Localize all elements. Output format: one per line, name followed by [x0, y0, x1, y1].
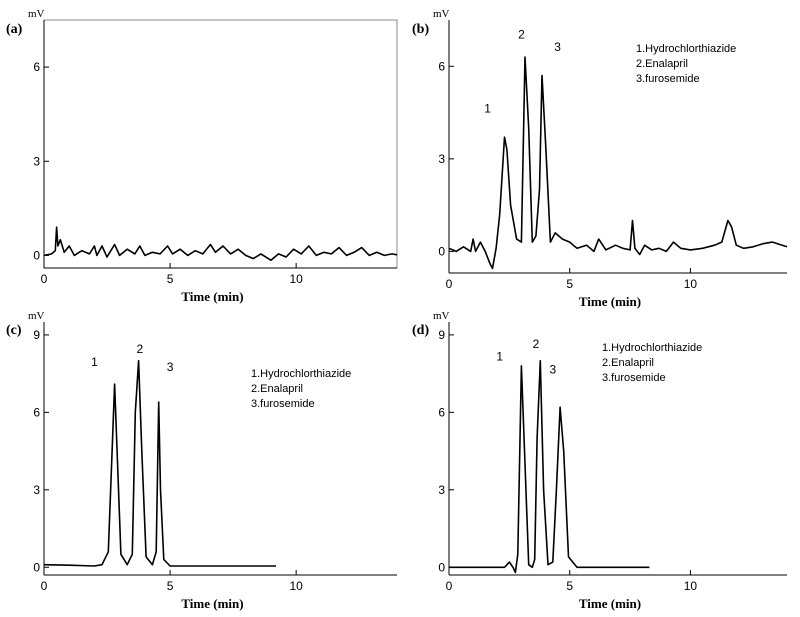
legend-entry: 3.furosemide [251, 398, 315, 410]
peak-label: 3 [167, 360, 174, 374]
x-tick-label: 0 [446, 277, 453, 291]
legend-entry: 1.Hydrochlorthiazide [251, 368, 351, 380]
peak-label: 1 [496, 350, 503, 364]
y-axis-unit-label: mV [433, 8, 450, 20]
y-tick-label: 0 [33, 560, 40, 574]
peak-label: 1 [91, 355, 98, 369]
peak-label: 2 [136, 342, 143, 356]
plot-frame [43, 19, 398, 269]
chromatogram-trace [43, 359, 276, 567]
x-tick-label: 0 [446, 579, 453, 593]
peak-label: 3 [549, 363, 556, 377]
panel-label: (a) [6, 22, 23, 37]
legend-entry: 1.Hydrochlorthiazide [602, 342, 702, 354]
y-tick-label: 6 [438, 59, 445, 73]
y-tick-label: 0 [33, 248, 40, 262]
chromatogram-trace [448, 56, 788, 270]
panel-label: (d) [412, 323, 429, 338]
x-axis-label: Time (min) [181, 596, 243, 611]
y-tick-label: 3 [33, 154, 40, 168]
y-tick-label: 6 [438, 405, 445, 419]
x-tick-label: 5 [167, 579, 174, 593]
x-axis-label: Time (min) [579, 294, 641, 309]
y-tick-label: 6 [33, 405, 40, 419]
y-tick-label: 3 [438, 152, 445, 166]
y-tick-label: 9 [438, 328, 445, 342]
legend-entry: 2.Enalapril [602, 357, 654, 369]
x-tick-label: 0 [41, 272, 48, 286]
x-tick-label: 10 [684, 277, 698, 291]
x-tick-label: 5 [566, 277, 573, 291]
peak-label: 3 [554, 40, 561, 54]
y-axis-unit-label: mV [433, 310, 450, 322]
x-tick-label: 0 [41, 579, 48, 593]
chromatogram-trace [43, 226, 398, 262]
legend-entry: 3.furosemide [602, 372, 666, 384]
panel-label: (b) [412, 22, 429, 37]
x-axis-label: Time (min) [181, 289, 243, 304]
legend-entry: 3.furosemide [636, 73, 700, 85]
chart-panel-1: 0 5 10 0 3 6 mV (b) Time (min) 1 2 3 1.Hydrochlorthi… [412, 8, 788, 309]
y-axis-unit-label: mV [28, 310, 45, 322]
chart-panel-2: 0 5 10 0 3 6 9 mV (c) Time (min) 1 2 3 1.Hydrochlorth… [6, 310, 397, 611]
y-axis-unit-label: mV [28, 8, 45, 20]
x-tick-label: 10 [289, 579, 303, 593]
y-tick-label: 6 [33, 60, 40, 74]
panel-label: (c) [6, 323, 22, 338]
peak-label: 2 [533, 337, 540, 351]
legend-entry: 1.Hydrochlorthiazide [636, 43, 736, 55]
y-tick-label: 3 [33, 483, 40, 497]
chart-panel-0: 0 5 10 0 3 6 mV (a) Time (min) [6, 8, 398, 304]
x-tick-label: 10 [289, 272, 303, 286]
x-tick-label: 5 [167, 272, 174, 286]
y-tick-label: 0 [438, 560, 445, 574]
peak-label: 1 [484, 102, 491, 116]
peak-label: 2 [518, 28, 525, 42]
y-tick-label: 3 [438, 483, 445, 497]
legend-entry: 2.Enalapril [636, 58, 688, 70]
x-axis-label: Time (min) [579, 596, 641, 611]
x-tick-label: 5 [566, 579, 573, 593]
chromatogram-trace [449, 359, 650, 574]
y-tick-label: 0 [438, 244, 445, 258]
x-tick-label: 10 [684, 579, 698, 593]
y-tick-label: 9 [33, 328, 40, 342]
legend-entry: 2.Enalapril [251, 383, 303, 395]
